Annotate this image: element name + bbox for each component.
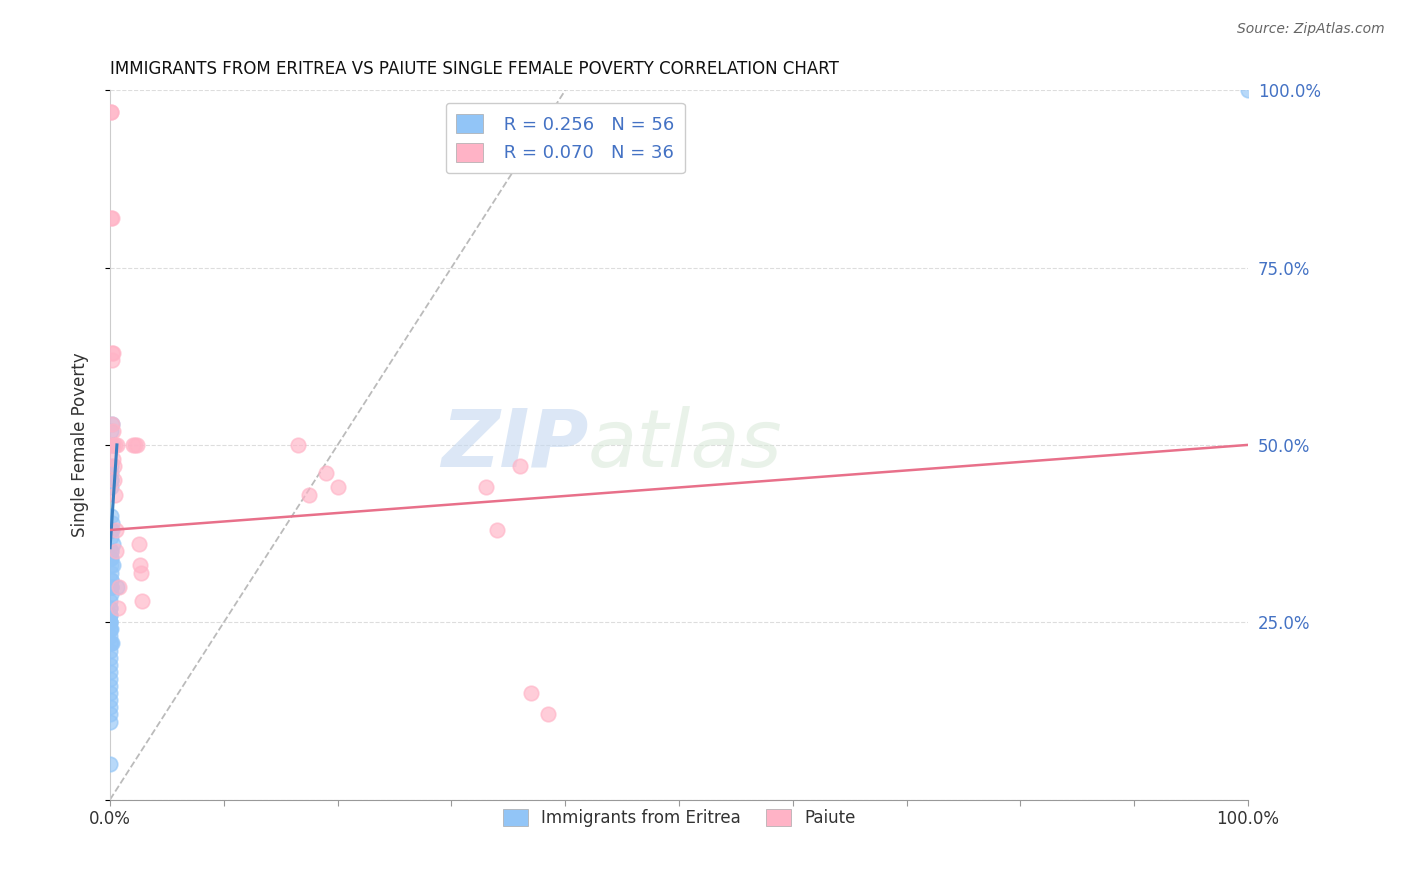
Point bbox=[103, 438, 125, 452]
Point bbox=[98, 657, 121, 672]
Point bbox=[124, 438, 146, 452]
Point bbox=[98, 643, 121, 657]
Point bbox=[101, 558, 124, 573]
Point bbox=[100, 608, 122, 623]
Point bbox=[100, 622, 122, 636]
Point bbox=[326, 480, 349, 494]
Point bbox=[100, 104, 122, 119]
Point bbox=[105, 544, 128, 558]
Point bbox=[100, 459, 122, 474]
Point bbox=[103, 424, 125, 438]
Point bbox=[1237, 83, 1260, 97]
Point bbox=[100, 438, 122, 452]
Point bbox=[101, 636, 124, 650]
Point bbox=[98, 686, 121, 700]
Point bbox=[101, 523, 124, 537]
Point bbox=[100, 594, 122, 608]
Point bbox=[121, 438, 143, 452]
Point bbox=[98, 700, 121, 714]
Point bbox=[100, 417, 122, 431]
Point bbox=[287, 438, 309, 452]
Point bbox=[107, 580, 129, 594]
Point bbox=[485, 523, 508, 537]
Point bbox=[129, 566, 152, 580]
Point bbox=[100, 573, 122, 587]
Point bbox=[100, 544, 122, 558]
Point bbox=[100, 622, 122, 636]
Point bbox=[100, 629, 122, 643]
Point bbox=[100, 467, 122, 481]
Point bbox=[509, 459, 531, 474]
Point bbox=[100, 601, 122, 615]
Point bbox=[107, 601, 129, 615]
Point bbox=[100, 580, 122, 594]
Point bbox=[98, 707, 121, 722]
Point bbox=[537, 707, 560, 722]
Point bbox=[101, 352, 124, 367]
Y-axis label: Single Female Poverty: Single Female Poverty bbox=[72, 352, 89, 537]
Point bbox=[100, 551, 122, 566]
Point bbox=[101, 417, 124, 431]
Point bbox=[100, 523, 122, 537]
Point bbox=[104, 523, 127, 537]
Point bbox=[100, 636, 122, 650]
Point bbox=[100, 615, 122, 630]
Point bbox=[103, 474, 125, 488]
Point bbox=[100, 551, 122, 566]
Point bbox=[98, 679, 121, 693]
Point bbox=[100, 615, 122, 630]
Point bbox=[103, 459, 125, 474]
Point bbox=[98, 665, 121, 679]
Point bbox=[128, 558, 150, 573]
Point bbox=[98, 650, 121, 665]
Point bbox=[100, 580, 122, 594]
Point bbox=[520, 686, 543, 700]
Point bbox=[100, 211, 122, 225]
Point bbox=[100, 573, 122, 587]
Point bbox=[100, 622, 122, 636]
Point bbox=[100, 544, 122, 558]
Point bbox=[100, 474, 122, 488]
Point bbox=[100, 508, 122, 523]
Point bbox=[100, 587, 122, 601]
Point bbox=[98, 672, 121, 686]
Point bbox=[128, 537, 150, 551]
Text: atlas: atlas bbox=[588, 406, 783, 483]
Point bbox=[101, 537, 124, 551]
Point bbox=[101, 211, 124, 225]
Point bbox=[100, 566, 122, 580]
Point bbox=[474, 480, 496, 494]
Text: Source: ZipAtlas.com: Source: ZipAtlas.com bbox=[1237, 22, 1385, 37]
Point bbox=[104, 487, 127, 501]
Point bbox=[107, 438, 129, 452]
Point bbox=[104, 438, 127, 452]
Point bbox=[101, 345, 124, 359]
Text: IMMIGRANTS FROM ERITREA VS PAIUTE SINGLE FEMALE POVERTY CORRELATION CHART: IMMIGRANTS FROM ERITREA VS PAIUTE SINGLE… bbox=[110, 60, 839, 78]
Point bbox=[101, 516, 124, 530]
Point bbox=[100, 530, 122, 544]
Point bbox=[100, 601, 122, 615]
Point bbox=[100, 104, 122, 119]
Point bbox=[100, 608, 122, 623]
Point bbox=[131, 594, 153, 608]
Text: ZIP: ZIP bbox=[440, 406, 588, 483]
Point bbox=[98, 714, 121, 729]
Point bbox=[98, 693, 121, 707]
Legend: Immigrants from Eritrea, Paiute: Immigrants from Eritrea, Paiute bbox=[496, 802, 862, 834]
Point bbox=[100, 558, 122, 573]
Point bbox=[127, 438, 149, 452]
Point bbox=[101, 452, 124, 467]
Point bbox=[315, 467, 337, 481]
Point bbox=[105, 580, 128, 594]
Point bbox=[100, 424, 122, 438]
Point bbox=[100, 636, 122, 650]
Point bbox=[100, 480, 122, 494]
Point bbox=[100, 580, 122, 594]
Point bbox=[101, 345, 124, 359]
Point bbox=[98, 757, 121, 772]
Point bbox=[100, 474, 122, 488]
Point bbox=[100, 615, 122, 630]
Point bbox=[298, 487, 321, 501]
